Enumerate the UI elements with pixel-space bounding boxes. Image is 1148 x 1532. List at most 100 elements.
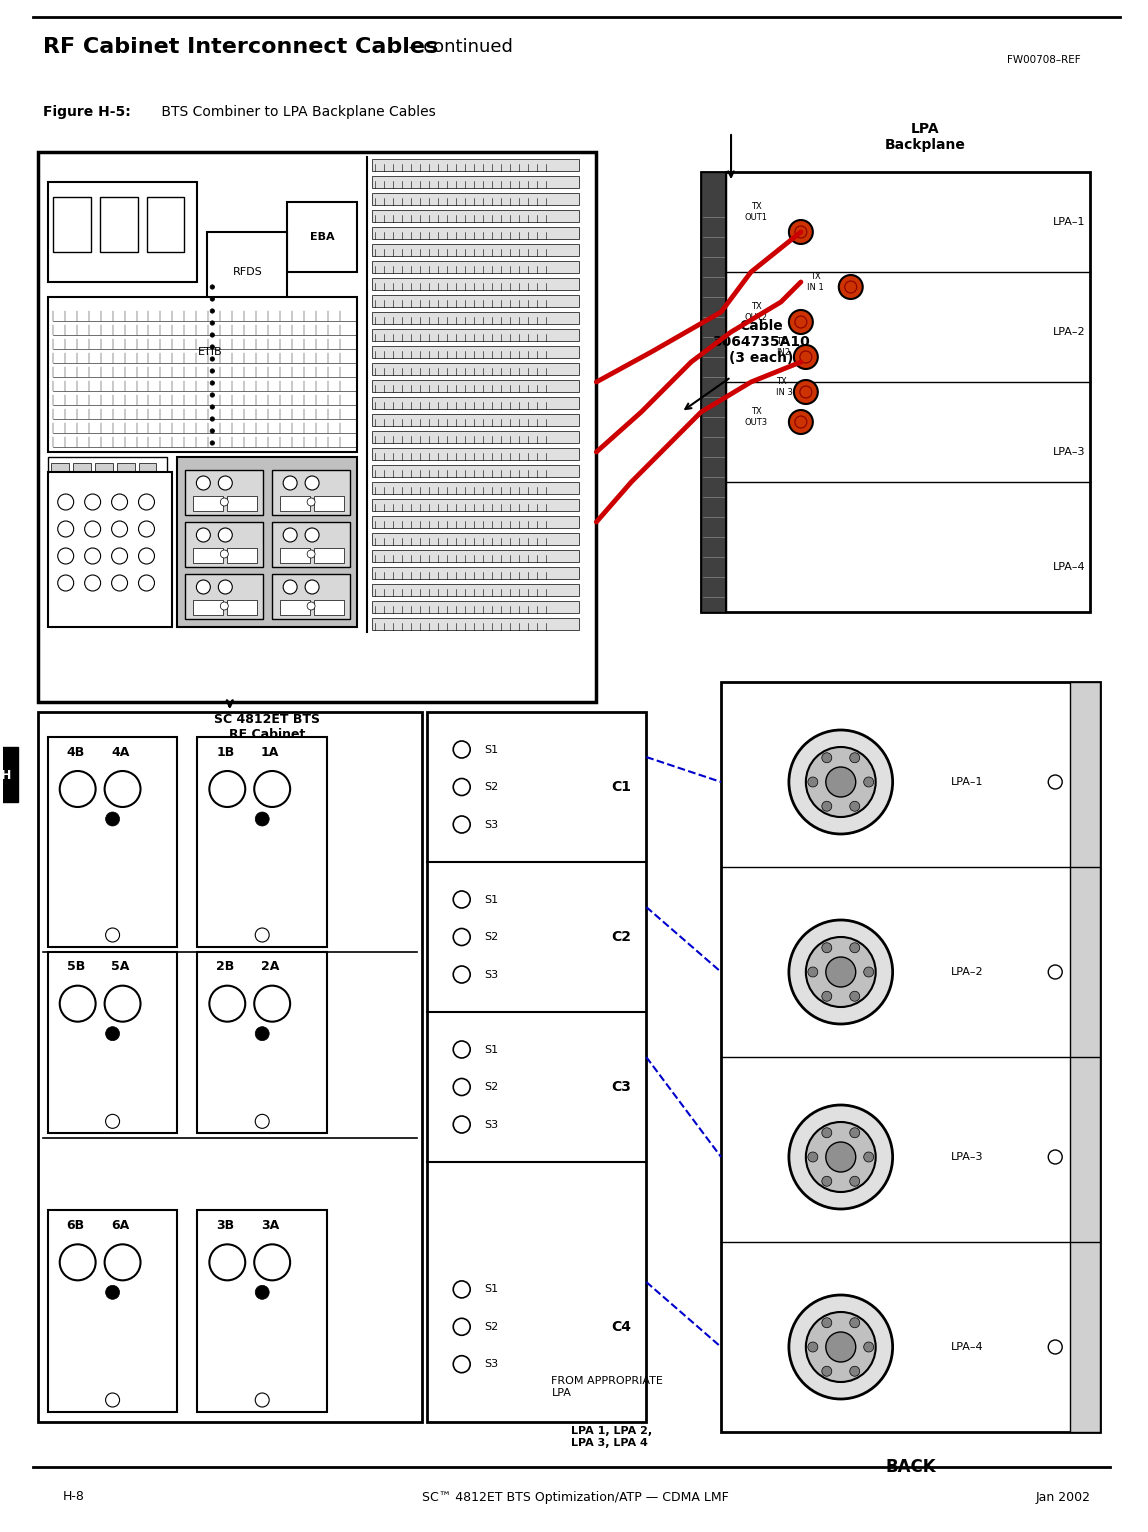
Text: FW00708–REF: FW00708–REF xyxy=(1007,55,1080,64)
Circle shape xyxy=(106,1026,119,1040)
Circle shape xyxy=(1048,1340,1062,1354)
Text: TX
OUT1: TX OUT1 xyxy=(745,202,768,222)
Circle shape xyxy=(111,493,127,510)
Bar xyxy=(372,617,580,630)
Circle shape xyxy=(210,320,215,325)
Circle shape xyxy=(806,1311,876,1382)
Bar xyxy=(48,951,178,1134)
Text: ETIB: ETIB xyxy=(197,348,222,357)
Bar xyxy=(372,430,580,443)
Text: S3: S3 xyxy=(484,1359,498,1370)
Circle shape xyxy=(794,227,807,237)
Circle shape xyxy=(255,1393,269,1406)
Circle shape xyxy=(210,309,215,313)
Circle shape xyxy=(196,581,210,594)
Circle shape xyxy=(209,1244,246,1281)
Bar xyxy=(147,198,185,251)
Circle shape xyxy=(210,417,215,421)
Circle shape xyxy=(453,1319,471,1336)
Bar xyxy=(372,313,580,323)
Circle shape xyxy=(210,441,215,446)
Circle shape xyxy=(85,493,101,510)
Text: H-8: H-8 xyxy=(63,1491,85,1503)
Circle shape xyxy=(220,498,228,506)
Bar xyxy=(100,198,138,251)
Circle shape xyxy=(57,574,73,591)
Circle shape xyxy=(210,285,215,290)
Circle shape xyxy=(808,777,817,787)
Bar xyxy=(193,548,224,562)
Circle shape xyxy=(60,1244,95,1281)
Text: 5A: 5A xyxy=(111,961,130,973)
Bar xyxy=(38,152,596,702)
Text: 6B: 6B xyxy=(67,1219,85,1232)
Text: 1A: 1A xyxy=(261,746,279,758)
Text: LPA–4: LPA–4 xyxy=(951,1342,983,1353)
Circle shape xyxy=(453,741,471,758)
Bar xyxy=(48,1210,178,1413)
Text: EBA: EBA xyxy=(310,231,334,242)
Bar xyxy=(372,447,580,460)
Bar xyxy=(280,548,310,562)
Bar xyxy=(372,329,580,342)
Bar xyxy=(280,601,310,614)
Circle shape xyxy=(210,392,215,397)
Text: S1: S1 xyxy=(484,1284,498,1295)
Circle shape xyxy=(209,771,246,807)
Circle shape xyxy=(863,777,874,787)
Circle shape xyxy=(254,771,290,807)
Circle shape xyxy=(850,1128,860,1138)
Circle shape xyxy=(220,602,228,610)
Circle shape xyxy=(850,1318,860,1328)
Text: BACK: BACK xyxy=(885,1458,936,1475)
Bar xyxy=(272,470,350,515)
Text: SC 4812ET BTS
RF Cabinet: SC 4812ET BTS RF Cabinet xyxy=(215,712,320,741)
Circle shape xyxy=(111,521,127,538)
Text: C3: C3 xyxy=(612,1080,631,1094)
Bar xyxy=(53,198,91,251)
Circle shape xyxy=(453,928,471,945)
Circle shape xyxy=(453,1281,471,1298)
Circle shape xyxy=(139,521,155,538)
Circle shape xyxy=(850,991,860,1002)
Circle shape xyxy=(794,345,817,369)
Text: 4B: 4B xyxy=(67,746,85,758)
Circle shape xyxy=(863,967,874,977)
Bar xyxy=(94,463,113,489)
Circle shape xyxy=(800,351,812,363)
Circle shape xyxy=(139,548,155,564)
Circle shape xyxy=(822,942,832,953)
Text: 2B: 2B xyxy=(216,961,234,973)
Text: LPA–1: LPA–1 xyxy=(1053,218,1085,227)
Circle shape xyxy=(789,731,893,833)
Circle shape xyxy=(822,752,832,763)
Circle shape xyxy=(822,1177,832,1186)
Circle shape xyxy=(60,985,95,1022)
Circle shape xyxy=(305,529,319,542)
Text: LPA–2: LPA–2 xyxy=(951,967,983,977)
Circle shape xyxy=(453,1042,471,1059)
Bar xyxy=(372,296,580,306)
Text: 6A: 6A xyxy=(111,1219,130,1232)
Text: 3B: 3B xyxy=(216,1219,234,1232)
Circle shape xyxy=(825,958,855,987)
Text: – continued: – continued xyxy=(397,38,513,57)
Bar xyxy=(72,463,91,489)
Circle shape xyxy=(825,1331,855,1362)
Text: TX
IN2: TX IN2 xyxy=(776,337,790,357)
Text: Figure H-5:: Figure H-5: xyxy=(42,106,131,119)
Text: S2: S2 xyxy=(484,1082,499,1092)
Bar xyxy=(117,463,134,489)
Circle shape xyxy=(794,417,807,427)
Text: 1B: 1B xyxy=(216,746,234,758)
Bar xyxy=(721,682,1100,1432)
Circle shape xyxy=(789,411,813,434)
Text: H: H xyxy=(1,769,11,781)
Text: TX
IN 3: TX IN 3 xyxy=(776,377,793,397)
Text: C4: C4 xyxy=(612,1321,631,1334)
Circle shape xyxy=(106,812,119,826)
Bar xyxy=(372,397,580,409)
Circle shape xyxy=(789,1105,893,1209)
Bar xyxy=(1070,682,1100,1432)
Circle shape xyxy=(139,574,155,591)
